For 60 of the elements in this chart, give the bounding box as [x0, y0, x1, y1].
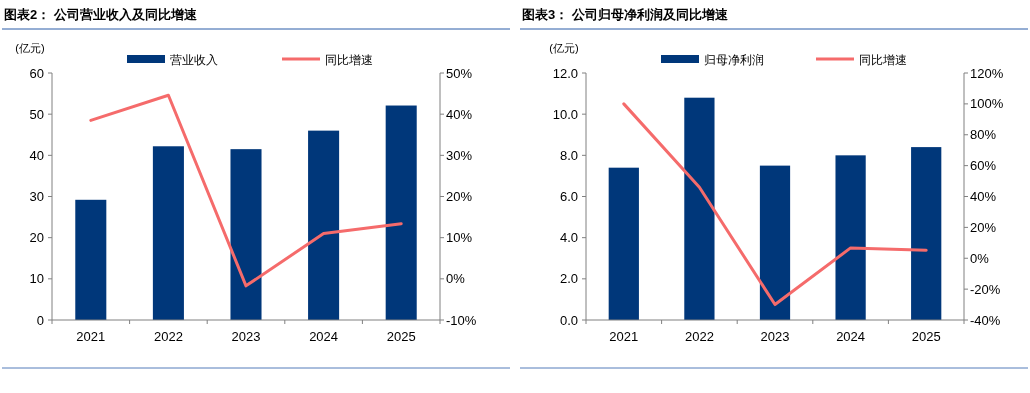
y2-tick-label: 120% [970, 65, 1004, 81]
legend-label: 同比增速 [325, 52, 373, 67]
y-tick-label: 50 [29, 106, 44, 122]
chart-title: 图表2： 公司营业收入及同比增速 [4, 7, 198, 22]
legend-label: 归母净利润 [704, 52, 764, 67]
bar [608, 167, 639, 320]
bar [759, 165, 791, 320]
y2-tick-label: 0% [446, 271, 466, 287]
y2-tick-label: 100% [970, 96, 1004, 112]
y2-tick-label: 10% [446, 230, 473, 246]
bar [152, 146, 184, 320]
y-axis-title: (亿元) [15, 42, 45, 54]
y2-tick-label: -10% [446, 312, 477, 328]
y2-tick-label: 0% [970, 250, 990, 266]
x-tick-label: 2024 [836, 329, 866, 344]
y2-tick-label: 20% [446, 189, 473, 204]
x-tick-label: 2022 [153, 329, 183, 344]
y-tick-label: 30 [29, 189, 44, 204]
bar [75, 199, 107, 320]
x-tick-label: 2022 [684, 329, 714, 344]
y-tick-label: 0 [36, 312, 44, 328]
y2-tick-label: 40% [446, 106, 473, 122]
y2-tick-label: 40% [970, 189, 997, 204]
y2-tick-label: 30% [446, 147, 473, 163]
x-tick-label: 2025 [386, 329, 416, 344]
bar [385, 105, 417, 320]
y-tick-label: 10 [29, 271, 44, 287]
x-tick-label: 2023 [760, 329, 790, 344]
bar [835, 155, 866, 320]
x-tick-label: 2025 [911, 329, 941, 344]
y-tick-label: 10.0 [552, 106, 578, 122]
x-tick-label: 2023 [231, 329, 261, 344]
y2-tick-label: 60% [970, 158, 997, 174]
bar [230, 149, 262, 320]
legend-label: 同比增速 [859, 52, 907, 67]
y2-tick-label: 50% [446, 65, 473, 81]
line-series [622, 102, 928, 307]
y-tick-label: 4.0 [559, 230, 578, 246]
y-axis-title: (亿元) [549, 42, 579, 54]
y-tick-label: 2.0 [559, 271, 578, 287]
y2-tick-label: 80% [970, 127, 997, 143]
y-tick-label: 20 [29, 230, 44, 246]
y2-tick-label: 20% [970, 219, 997, 235]
x-tick-label: 2024 [309, 329, 339, 344]
y-tick-label: 60 [29, 65, 44, 81]
chart-title: 图表3： 公司归母净利润及同比增速 [522, 7, 729, 22]
x-tick-label: 2021 [76, 329, 106, 344]
legend-label: 营业收入 [170, 52, 218, 67]
y-tick-label: 8.0 [559, 147, 578, 163]
y-tick-label: 40 [29, 147, 44, 163]
y-tick-label: 6.0 [559, 189, 578, 204]
y-tick-label: 0.0 [559, 312, 578, 328]
y-tick-label: 12.0 [552, 65, 578, 81]
y2-tick-label: -20% [970, 281, 1001, 297]
y2-tick-label: -40% [970, 312, 1001, 328]
bar [684, 97, 715, 320]
bar [911, 147, 942, 320]
line-series [89, 93, 403, 288]
x-tick-label: 2021 [609, 329, 639, 344]
bar [308, 130, 340, 320]
